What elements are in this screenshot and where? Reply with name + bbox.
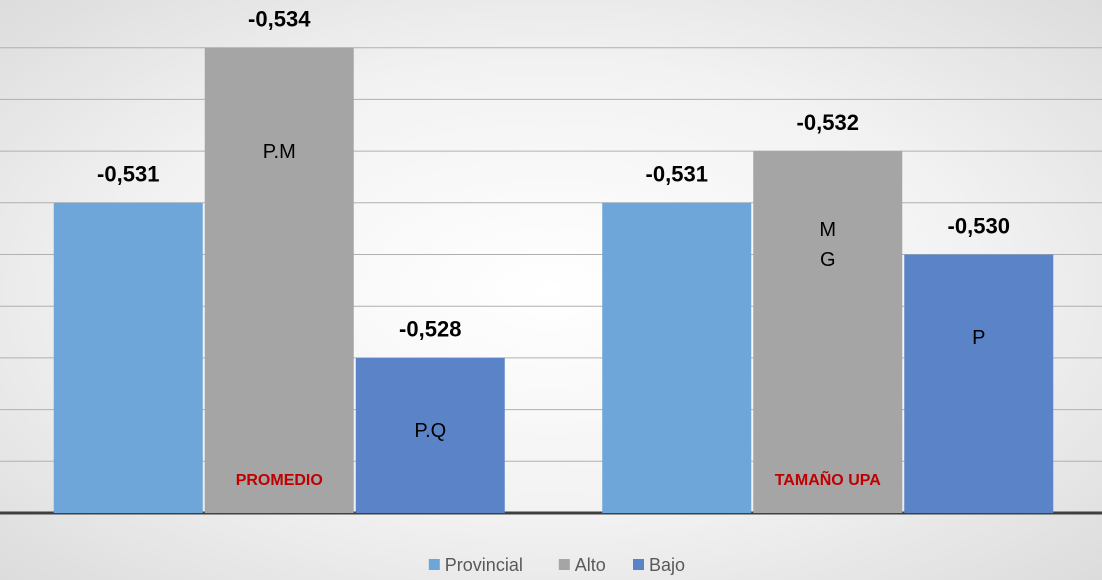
data-label: -0,531 xyxy=(646,162,708,187)
bar-annotation: P xyxy=(972,327,986,350)
legend-swatch xyxy=(558,559,570,570)
data-label: -0,532 xyxy=(797,110,859,135)
legend-swatch xyxy=(633,559,644,570)
data-label: -0,528 xyxy=(399,317,461,342)
legend-label: Bajo xyxy=(649,555,685,575)
bar xyxy=(355,357,505,513)
legend-label: Provincial xyxy=(445,555,523,575)
data-label: -0,530 xyxy=(948,213,1010,238)
bar xyxy=(904,254,1054,513)
legend-swatch xyxy=(428,559,440,570)
bar-annotation: M G xyxy=(819,219,837,272)
bar-annotation: P.Q xyxy=(414,420,447,443)
category-label: PROMEDIO xyxy=(236,472,323,489)
data-label: -0,534 xyxy=(248,7,311,32)
bar xyxy=(753,151,903,513)
bar-annotation: P.M xyxy=(262,141,296,164)
bar xyxy=(602,202,752,514)
legend-label: Alto xyxy=(575,555,606,575)
data-label: -0,531 xyxy=(97,162,159,187)
bar xyxy=(204,47,354,513)
category-label: TAMAÑO UPA xyxy=(775,469,882,489)
bar xyxy=(53,202,203,514)
